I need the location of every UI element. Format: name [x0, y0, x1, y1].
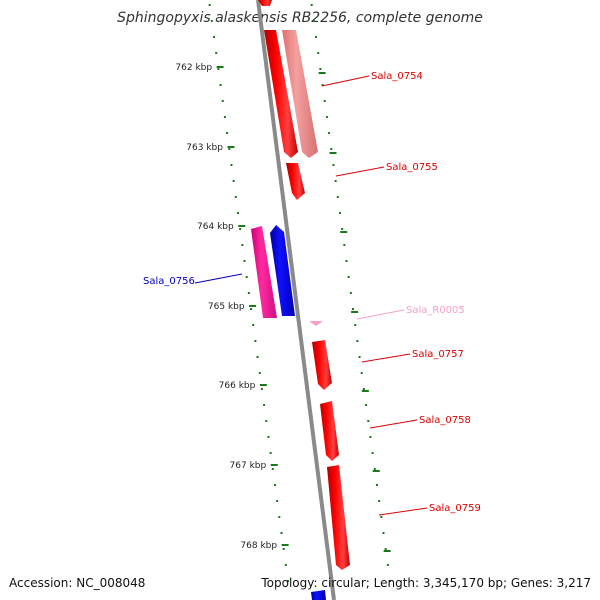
- tick-label: 764 kbp: [197, 222, 234, 232]
- gene-label-sala-0754: Sala_0754: [371, 71, 423, 82]
- gene-arrow-sala-0757: [312, 340, 332, 390]
- tick-label: 768 kbp: [240, 541, 277, 551]
- gene-label-sala-0755: Sala_0755: [386, 162, 438, 173]
- tick-label: 767 kbp: [230, 461, 267, 471]
- gene-arrow-sala-0755: [286, 163, 305, 200]
- leader-line-sala-0755: [335, 166, 385, 177]
- leader-line-sala-0754: [321, 75, 370, 87]
- gene-labels: Sala_0754 Sala_0755 Sala_0756 Sala_R0005…: [143, 71, 481, 514]
- genome-backbone: [256, 0, 336, 600]
- tick-label: 766 kbp: [219, 381, 256, 391]
- tick-labels: 762 kbp 763 kbp 764 kbp 765 kbp 766 kbp 767 k…: [175, 63, 277, 551]
- topology-summary: Topology: circular; Length: 3,345,170 bp…: [261, 576, 591, 590]
- gene-label-sala-r0005: Sala_R0005: [406, 305, 465, 316]
- gene-label-sala-0758: Sala_0758: [419, 415, 471, 426]
- gene-label-sala-0759: Sala_0759: [429, 503, 481, 514]
- leader-line-sala-0759: [378, 507, 428, 516]
- map-title: Sphingopyxis alaskensis RB2256, complete…: [117, 10, 483, 26]
- leader-line-sala-r0005: [356, 309, 405, 320]
- tick-label: 763 kbp: [186, 143, 223, 153]
- gene-arrow-top-partial: [258, 0, 272, 6]
- gene-label-sala-0756: Sala_0756: [143, 276, 195, 287]
- leader-line-sala-0756: [194, 273, 243, 284]
- gene-arrow-sala-0754: [264, 30, 298, 158]
- tick-label: 762 kbp: [175, 63, 212, 73]
- gene-arrow-sala-0758: [320, 401, 339, 461]
- gene-features: [251, 0, 350, 600]
- leader-line-sala-0758: [369, 419, 418, 429]
- gene-arrow-sala-0759: [327, 465, 350, 570]
- gene-arrow-sala-0754-outer: [282, 30, 318, 158]
- gene-label-sala-0757: Sala_0757: [412, 349, 464, 360]
- tick-track-right: [310, 4, 392, 582]
- gene-label-lines: [194, 75, 428, 516]
- gene-arrow-sala-0756-magenta: [251, 226, 277, 318]
- gene-arrow-bottom-partial: [311, 590, 326, 600]
- accession-text: Accession: NC_008048: [9, 576, 146, 590]
- leader-line-sala-0757: [361, 353, 411, 363]
- gene-arrow-sala-r0005: [309, 321, 323, 326]
- tick-track-left: [208, 4, 290, 582]
- tick-label: 765 kbp: [208, 302, 245, 312]
- gene-arrow-sala-0756: [270, 225, 295, 316]
